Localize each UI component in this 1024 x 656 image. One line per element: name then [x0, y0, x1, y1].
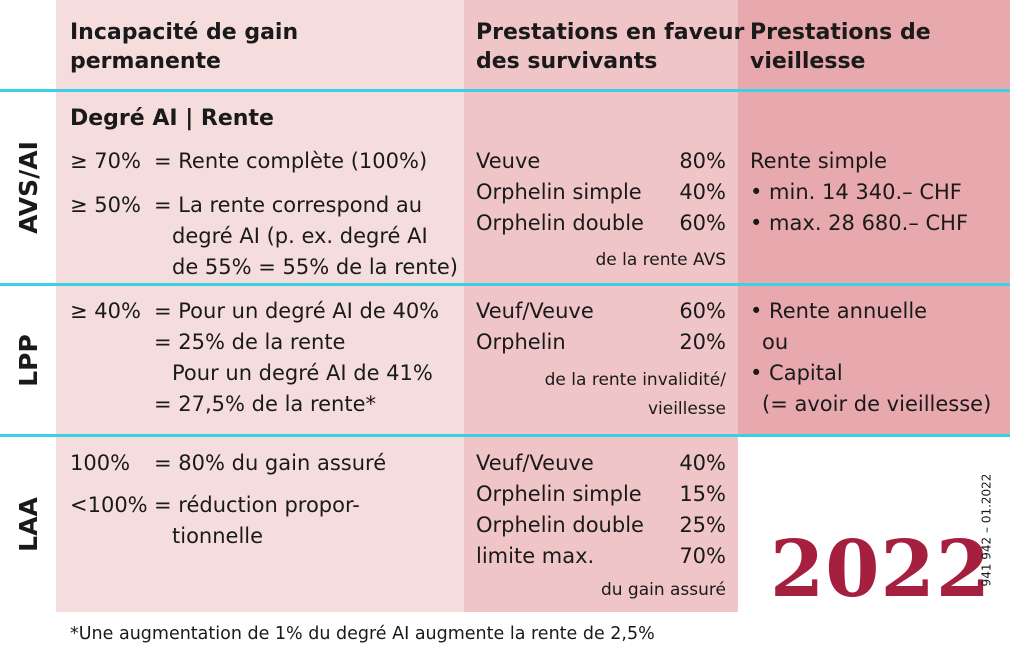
list-item: Veuve 80% — [476, 149, 726, 173]
list-item: Veuf/Veuve 60% — [476, 299, 726, 323]
avs-c2-list: Veuve 80% Orphelin simple 40% Orphelin dou… — [476, 146, 726, 239]
row-label-lpp: LPP — [13, 333, 43, 387]
header-col1: Incapacité de gain permanente — [70, 20, 299, 74]
laa-c2-note: du gain assuré — [600, 580, 726, 600]
lpp-c1-key: ≥ 40% — [70, 299, 141, 323]
lpp-c2-note: de la rente invalidité/ vieillesse — [544, 370, 726, 419]
col1-background — [56, 0, 464, 612]
header-col3: Prestations de vieillesse — [750, 20, 931, 74]
laa-c1-val-2: = réduction propor- tionnelle — [154, 493, 360, 548]
header-col2: Prestations en faveur des survivants — [476, 20, 745, 74]
laa-c1-val-1: = 80% du gain assuré — [154, 451, 387, 475]
doc-code-wrapper: 941 942 – 01.2022 — [926, 470, 1024, 590]
avs-lpp-divider — [0, 283, 1010, 286]
avs-c1-val-1: = Rente complète (100%) — [154, 149, 428, 173]
laa-c1-key-2: <100% — [70, 493, 148, 517]
year-label: 2022 — [770, 524, 992, 615]
list-item: Orphelin simple 15% — [476, 482, 726, 506]
avs-c1-key-2: ≥ 50% — [70, 193, 141, 217]
list-item: Orphelin 20% — [476, 330, 726, 354]
list-item: limite max. 70% — [476, 544, 726, 568]
avs-subheading: Degré AI | Rente — [70, 106, 274, 131]
col3-background — [738, 0, 1010, 436]
footnote: *Une augmentation de 1% du degré AI augm… — [70, 624, 655, 644]
row-label-laa: LAA — [13, 497, 43, 552]
col2-background — [464, 0, 738, 612]
laa-c1-key-1: 100% — [70, 451, 131, 475]
list-item: Veuf/Veuve 40% — [476, 451, 726, 475]
lpp-c2-list: Veuf/Veuve 60% Orphelin 20% — [476, 296, 726, 358]
avs-c1-key-1: ≥ 70% — [70, 149, 141, 173]
header-divider — [0, 89, 1010, 92]
list-item: Orphelin double 25% — [476, 513, 726, 537]
avs-c2-note: de la rente AVS — [595, 250, 726, 270]
laa-c2-list: Veuf/Veuve 40% Orphelin simple 15% Orpheli… — [476, 448, 726, 572]
lpp-c1-val: = Pour un degré AI de 40% = 25% de la re… — [154, 299, 440, 416]
avs-c3-list: Rente simple • min. 14 340.– CHF • max. … — [750, 149, 969, 235]
doc-code: 941 942 – 01.2022 — [979, 473, 993, 587]
lpp-laa-divider — [0, 434, 1010, 437]
row-label-avs: AVS/AI — [13, 141, 43, 234]
list-item: Orphelin simple 40% — [476, 180, 726, 204]
lpp-c3-list: • Rente annuelle ou • Capital (= avoir d… — [750, 299, 992, 416]
list-item: Orphelin double 60% — [476, 211, 726, 235]
avs-c1-val-2: = La rente correspond au degré AI (p. ex… — [154, 193, 458, 279]
